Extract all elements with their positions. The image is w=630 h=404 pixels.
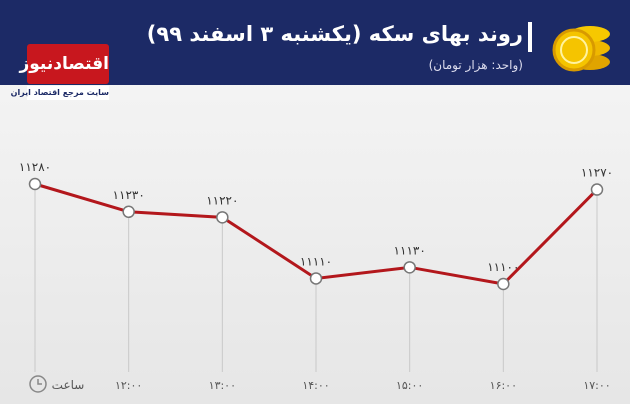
value-label: ۱۱۲۳۰	[113, 188, 145, 202]
point	[590, 183, 604, 196]
logo: اقتصادنیوز	[19, 44, 109, 84]
x-tick-label: ۱۷:۰۰	[583, 379, 610, 392]
coin-icon	[552, 26, 610, 72]
title: روند بهای سکه (یکشنبه ۳ اسفند ۹۹)	[146, 22, 523, 46]
clock-icon	[29, 375, 47, 393]
value-label: ۱۱۲۲۰	[206, 193, 238, 207]
point	[403, 261, 416, 274]
x-tick-label: ۱۴:۰۰	[302, 379, 329, 392]
point	[309, 272, 323, 285]
value-label: ۱۱۱۰۰	[487, 260, 519, 274]
separator	[528, 22, 532, 52]
value-label: ۱۱۱۱۰	[300, 254, 332, 268]
x-tick-label: ۱۳:۰۰	[209, 379, 236, 392]
point	[122, 205, 135, 219]
x-tick-label: ۱۶:۰۰	[490, 379, 517, 392]
point	[216, 211, 229, 224]
x-axis-label: ساعت	[52, 378, 85, 392]
tagline: سایت مرجع اقتصاد ایران	[11, 86, 109, 100]
point	[497, 277, 510, 291]
point	[28, 177, 42, 191]
x-tick-label: ۱۲:۰۰	[115, 379, 142, 392]
value-label: ۱۱۲۸۰	[19, 160, 51, 174]
value-label: ۱۱۲۷۰	[581, 166, 613, 180]
subtitle: (واحد: هزار تومان)	[428, 58, 523, 72]
value-label: ۱۱۱۳۰	[394, 243, 426, 257]
x-tick-label: ۱۵:۰۰	[396, 379, 423, 392]
